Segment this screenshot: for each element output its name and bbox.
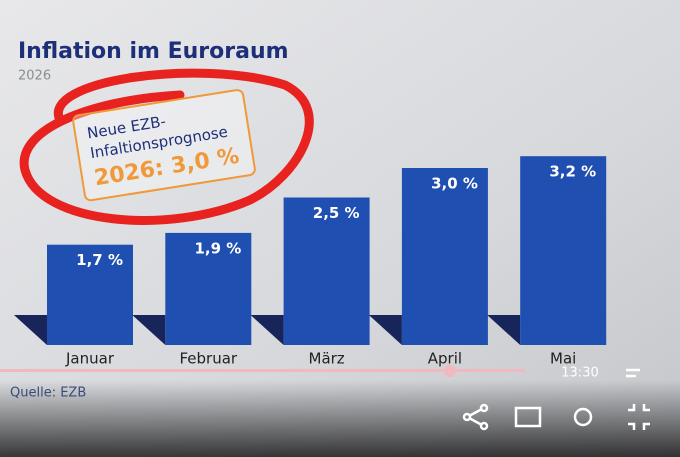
player-controls: 13:30	[0, 365, 650, 431]
progress-bar[interactable]	[0, 369, 525, 372]
share-button[interactable]	[462, 403, 489, 431]
bar	[165, 232, 252, 345]
settings-button[interactable]	[573, 407, 593, 427]
x-tick-label: Februar	[180, 350, 238, 368]
bar-shadow	[368, 315, 402, 345]
bar-shadow	[487, 315, 521, 345]
red-scribble	[19, 68, 314, 225]
source: Quelle: EZB	[10, 386, 86, 401]
bar	[47, 244, 133, 345]
value-label: 2,5 %	[313, 204, 360, 222]
plot: 1,7 % Januar 1,9 % Februar 2,5 % März 3,0 % Apr…	[14, 156, 607, 368]
bar	[283, 197, 370, 345]
value-label: 3,0 %	[431, 175, 478, 193]
annotation: Neue EZB- Infaltionsprognose 2026: 3,0 %	[19, 68, 314, 225]
value-label: 3,2 %	[549, 163, 596, 181]
bar-shadow	[14, 315, 47, 345]
x-tick-label: März	[309, 350, 345, 368]
x-tick-label: Januar	[65, 350, 115, 368]
chart-subtitle: 2026	[18, 69, 51, 84]
chart-title: Inflation im Euroraum	[18, 39, 289, 64]
annotation-box	[72, 89, 256, 202]
player-shade	[0, 380, 680, 457]
bar-shadow	[250, 315, 284, 345]
bar-shadow	[132, 315, 166, 345]
progress-handle[interactable]	[444, 365, 456, 377]
time: 13:30	[561, 366, 598, 381]
fullscreen-button[interactable]	[628, 404, 650, 430]
x-tick-label: April	[428, 350, 462, 368]
subtitles-button[interactable]	[514, 406, 542, 428]
chapters-button[interactable]	[626, 368, 640, 378]
bar	[520, 156, 607, 345]
x-tick-label: Mai	[550, 350, 576, 368]
value-label: 1,9 %	[194, 239, 241, 257]
value-label: 1,7 %	[76, 251, 123, 269]
bar	[401, 168, 488, 345]
